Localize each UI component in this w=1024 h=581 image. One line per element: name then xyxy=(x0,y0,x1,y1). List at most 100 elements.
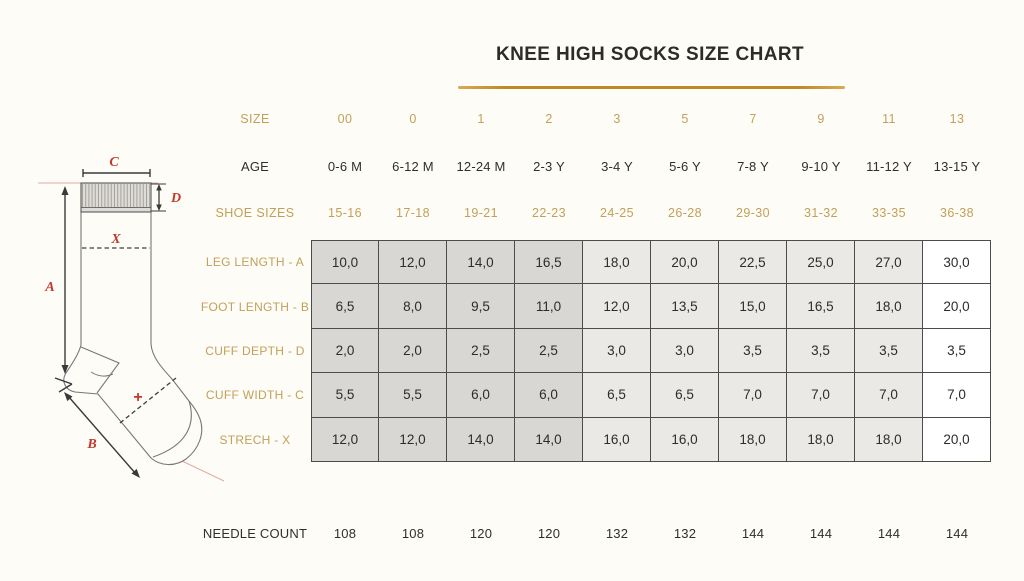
table-cell: 24-25 xyxy=(600,206,634,220)
table-cell: 20,0 xyxy=(923,284,991,329)
label-stretch-x: X xyxy=(110,232,121,247)
table-cell: 5 xyxy=(681,112,689,126)
table-cell: 19-21 xyxy=(464,206,498,220)
table-cell: 13 xyxy=(949,112,965,126)
label-cuff-depth-d: D xyxy=(170,191,181,206)
table-cell: 8,0 xyxy=(379,284,447,329)
table-cell: 2,5 xyxy=(515,328,583,374)
table-cell: 3,0 xyxy=(651,328,719,374)
stretch-dashed-line-foot xyxy=(119,377,177,424)
table-cell: 0-6 M xyxy=(327,158,363,174)
table-cell: 2,0 xyxy=(379,328,447,374)
table-row-strech-x: STRECH - X 12,0 12,0 14,0 14,0 16,0 16,0 18,0 18… xyxy=(199,417,991,462)
measure-a-arrowhead-bottom xyxy=(61,365,69,374)
table-cell: 18,0 xyxy=(719,417,787,462)
row-label: AGE xyxy=(240,158,270,174)
table-row-cuff-width-c: CUFF WIDTH - C 5,5 5,5 6,0 6,0 6,5 6,5 7,0 7,0 7,… xyxy=(199,373,991,418)
table-cell: 144 xyxy=(741,525,765,541)
table-cell: 16,5 xyxy=(515,240,583,285)
row-label: SHOE SIZES xyxy=(215,206,295,220)
label-foot-length-b: B xyxy=(86,437,96,452)
table-cell: 11,0 xyxy=(515,284,583,329)
table-cell: 6,0 xyxy=(515,373,583,418)
table-cell: 15-16 xyxy=(328,206,362,220)
sock-measurement-diagram: C D A B X + xyxy=(38,155,225,482)
table-cell: 5-6 Y xyxy=(669,158,701,174)
table-row-foot-length-b: FOOT LENGTH - B 6,5 8,0 9,5 11,0 12,0 13,5 15,0… xyxy=(199,284,991,329)
measure-a-arrowhead-top xyxy=(61,186,69,195)
table-cell: 16,5 xyxy=(787,284,855,329)
measure-d-arrowhead-top xyxy=(156,184,162,191)
table-cell: 26-28 xyxy=(668,206,702,220)
cuff-border xyxy=(80,182,152,213)
table-cell: 17-18 xyxy=(396,206,430,220)
table-cell: 7,0 xyxy=(923,373,991,418)
table-cell: 14,0 xyxy=(515,417,583,462)
sock-outline xyxy=(63,211,203,466)
table-cell: 3,5 xyxy=(787,328,855,374)
table-cell: 9 xyxy=(817,112,825,126)
table-cell: 9,5 xyxy=(447,284,515,329)
table-cell: 6-12 M xyxy=(392,158,434,174)
table-row-shoe-sizes: SHOE SIZES 15-16 17-18 19-21 22-23 24-25 26-28… xyxy=(199,204,991,222)
table-row-size: SIZE 00 0 1 2 3 5 7 9 11 13 xyxy=(199,110,991,128)
heel-seam xyxy=(80,346,120,394)
toe-extension-line xyxy=(179,459,225,482)
table-cell: 3,5 xyxy=(923,328,991,374)
table-cell: 18,0 xyxy=(787,417,855,462)
table-cell: 12,0 xyxy=(583,284,651,329)
table-cell: 11-12 Y xyxy=(866,158,912,174)
table-cell: 132 xyxy=(673,525,697,541)
table-cell: 00 xyxy=(337,112,353,126)
table-cell: 22-23 xyxy=(532,206,566,220)
table-cell: 7,0 xyxy=(787,373,855,418)
table-cell: 120 xyxy=(469,525,493,541)
table-cell: 3 xyxy=(613,112,621,126)
table-cell: 16,0 xyxy=(651,417,719,462)
table-row-leg-length-a: LEG LENGTH - A 10,0 12,0 14,0 16,5 18,0 20,0 22… xyxy=(199,240,991,285)
measure-b-arrowhead-top xyxy=(64,392,73,402)
table-cell: 22,5 xyxy=(719,240,787,285)
table-cell: 13,5 xyxy=(651,284,719,329)
table-cell: 14,0 xyxy=(447,417,515,462)
table-cell: 15,0 xyxy=(719,284,787,329)
table-cell: 16,0 xyxy=(583,417,651,462)
table-cell: 5,5 xyxy=(379,373,447,418)
table-cell: 1 xyxy=(477,112,485,126)
table-cell: 12-24 M xyxy=(456,158,506,174)
table-cell: 132 xyxy=(605,525,629,541)
title-underline xyxy=(458,86,845,89)
heel-curve xyxy=(90,371,114,377)
heel-tick-marks xyxy=(54,377,73,393)
table-cell: 144 xyxy=(809,525,833,541)
row-label: STRECH - X xyxy=(219,432,291,447)
table-cell: 2 xyxy=(545,112,553,126)
label-stretch-plus: + xyxy=(133,389,142,406)
table-cell: 108 xyxy=(333,525,357,541)
table-cell: 6,0 xyxy=(447,373,515,418)
table-cell: 7,0 xyxy=(855,373,923,418)
table-cell: 18,0 xyxy=(855,417,923,462)
table-cell: 20,0 xyxy=(923,417,991,462)
table-cell: 144 xyxy=(945,525,969,541)
toe-seam xyxy=(152,400,192,458)
table-cell: 2,0 xyxy=(311,328,379,374)
table-cell: 25,0 xyxy=(787,240,855,285)
table-cell: 20,0 xyxy=(651,240,719,285)
table-cell: 14,0 xyxy=(447,240,515,285)
label-leg-length-a: A xyxy=(44,280,54,295)
table-cell: 7-8 Y xyxy=(737,158,769,174)
table-cell: 27,0 xyxy=(855,240,923,285)
table-cell: 18,0 xyxy=(583,240,651,285)
label-cuff-width-c: C xyxy=(109,155,119,170)
table-row-needle-count: NEEDLE COUNT 108 108 120 120 132 132 144 144 144 1… xyxy=(199,524,991,542)
table-cell: 12,0 xyxy=(379,417,447,462)
table-cell: 33-35 xyxy=(872,206,906,220)
table-cell: 7,0 xyxy=(719,373,787,418)
table-cell: 6,5 xyxy=(311,284,379,329)
row-label: CUFF WIDTH - C xyxy=(205,388,305,403)
measure-b-arrowhead-bottom xyxy=(131,468,140,478)
row-label: CUFF DEPTH - D xyxy=(205,343,305,358)
table-cell: 9-10 Y xyxy=(801,158,841,174)
table-cell: 12,0 xyxy=(311,417,379,462)
